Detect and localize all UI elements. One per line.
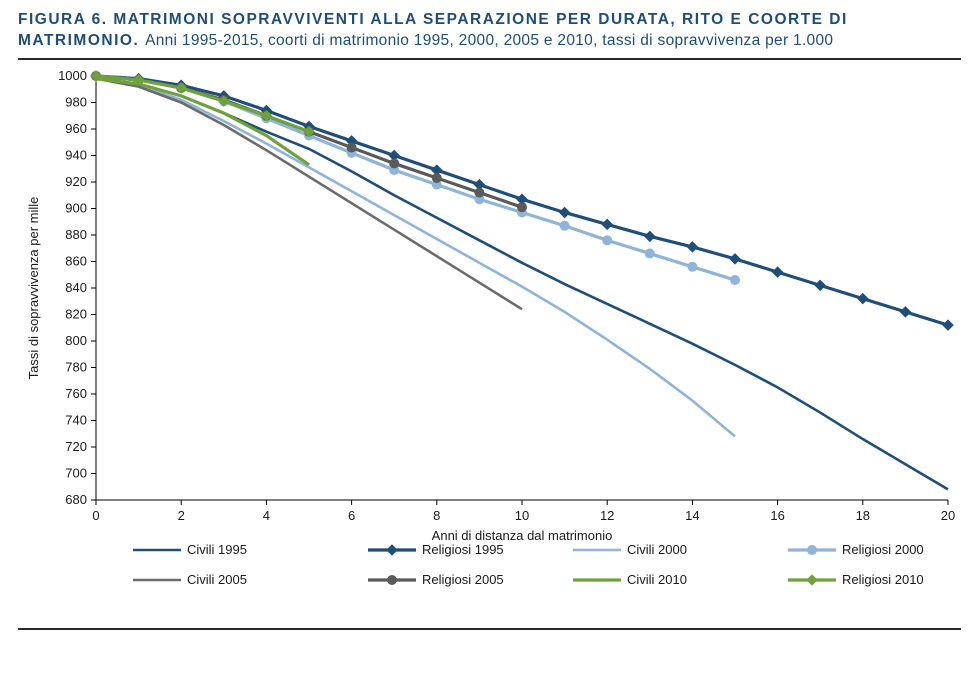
y-tick-label: 840 <box>65 280 87 295</box>
x-tick-label: 0 <box>92 508 99 523</box>
x-axis-label: Anni di distanza dal matrimonio <box>432 528 613 543</box>
marker-religiosi-2000 <box>730 275 740 285</box>
series-civili-2000 <box>96 78 735 436</box>
legend-label-civili-2010: Civili 2010 <box>627 572 687 587</box>
series-civili-2005 <box>96 78 522 309</box>
y-tick-label: 760 <box>65 386 87 401</box>
figure-caption-sub: Anni 1995-2015, coorti di matrimonio 199… <box>145 32 833 49</box>
x-tick-label: 20 <box>941 508 955 523</box>
legend-label-civili-1995: Civili 1995 <box>187 542 247 557</box>
marker-religiosi-2000 <box>602 235 612 245</box>
y-tick-label: 820 <box>65 306 87 321</box>
marker-religiosi-2005 <box>389 158 399 168</box>
legend-label-civili-2005: Civili 2005 <box>187 572 247 587</box>
legend-item-religiosi-2000: Religiosi 2000 <box>788 542 924 557</box>
x-tick-label: 12 <box>600 508 614 523</box>
y-tick-label: 780 <box>65 359 87 374</box>
marker-religiosi-1995 <box>644 230 656 242</box>
x-tick-label: 10 <box>515 508 529 523</box>
y-tick-label: 900 <box>65 200 87 215</box>
series-line-religiosi-2000 <box>96 76 735 280</box>
legend-marker-religiosi-2005 <box>387 575 397 585</box>
x-tick-label: 2 <box>178 508 185 523</box>
legend-item-civili-2010: Civili 2010 <box>573 572 687 587</box>
marker-religiosi-2000 <box>687 262 697 272</box>
legend-item-religiosi-2005: Religiosi 2005 <box>368 572 504 587</box>
y-axis-label: Tassi di sopravvivenza per mille <box>26 196 41 379</box>
legend-item-civili-2000: Civili 2000 <box>573 542 687 557</box>
y-tick-label: 880 <box>65 227 87 242</box>
marker-religiosi-1995 <box>559 207 571 219</box>
y-tick-label: 740 <box>65 412 87 427</box>
legend-marker-religiosi-2010 <box>806 574 818 586</box>
series-religiosi-1995 <box>90 70 954 331</box>
x-tick-label: 6 <box>348 508 355 523</box>
marker-religiosi-2005 <box>474 187 484 197</box>
marker-religiosi-2005 <box>347 142 357 152</box>
marker-religiosi-1995 <box>772 266 784 278</box>
legend-item-religiosi-1995: Religiosi 1995 <box>368 542 504 557</box>
y-tick-label: 700 <box>65 465 87 480</box>
marker-religiosi-1995 <box>814 279 826 291</box>
legend-item-civili-2005: Civili 2005 <box>133 572 247 587</box>
y-tick-label: 1000 <box>58 68 87 83</box>
marker-religiosi-1995 <box>857 293 869 305</box>
marker-religiosi-1995 <box>729 253 741 265</box>
marker-religiosi-2000 <box>560 221 570 231</box>
legend-label-religiosi-2005: Religiosi 2005 <box>422 572 504 587</box>
figure-caption: FIGURA 6. MATRIMONI SOPRAVVIVENTI ALLA S… <box>18 10 961 52</box>
marker-religiosi-2000 <box>645 248 655 258</box>
marker-religiosi-1995 <box>687 241 699 253</box>
legend-label-religiosi-2010: Religiosi 2010 <box>842 572 924 587</box>
legend: Civili 1995 Religiosi 1995 Civili 2000 Reli… <box>133 542 924 587</box>
y-tick-label: 940 <box>65 147 87 162</box>
y-tick-label: 860 <box>65 253 87 268</box>
marker-religiosi-1995 <box>942 319 954 331</box>
x-tick-label: 16 <box>770 508 784 523</box>
legend-marker-religiosi-2000 <box>807 545 817 555</box>
legend-label-religiosi-2000: Religiosi 2000 <box>842 542 924 557</box>
series-line-civili-2005 <box>96 78 522 309</box>
y-tick-label: 720 <box>65 439 87 454</box>
y-tick-label: 920 <box>65 174 87 189</box>
legend-item-civili-1995: Civili 1995 <box>133 542 247 557</box>
legend-label-civili-2000: Civili 2000 <box>627 542 687 557</box>
legend-marker-religiosi-1995 <box>386 544 398 556</box>
marker-religiosi-2005 <box>432 173 442 183</box>
marker-religiosi-1995 <box>900 306 912 318</box>
series-line-civili-2000 <box>96 78 735 436</box>
y-tick-label: 800 <box>65 333 87 348</box>
figure-container: FIGURA 6. MATRIMONI SOPRAVVIVENTI ALLA S… <box>0 0 979 696</box>
y-tick-label: 680 <box>65 492 87 507</box>
bottom-rule <box>18 628 961 630</box>
marker-religiosi-2005 <box>517 202 527 212</box>
y-tick-label: 960 <box>65 121 87 136</box>
marker-religiosi-1995 <box>601 218 613 230</box>
x-tick-label: 4 <box>263 508 270 523</box>
x-tick-label: 14 <box>685 508 699 523</box>
line-chart: 6807007207407607808008208408608809009209… <box>18 60 961 620</box>
y-tick-label: 980 <box>65 94 87 109</box>
x-tick-label: 8 <box>433 508 440 523</box>
x-tick-label: 18 <box>856 508 870 523</box>
legend-item-religiosi-2010: Religiosi 2010 <box>788 572 924 587</box>
chart-area: 6807007207407607808008208408608809009209… <box>18 60 961 620</box>
legend-label-religiosi-1995: Religiosi 1995 <box>422 542 504 557</box>
